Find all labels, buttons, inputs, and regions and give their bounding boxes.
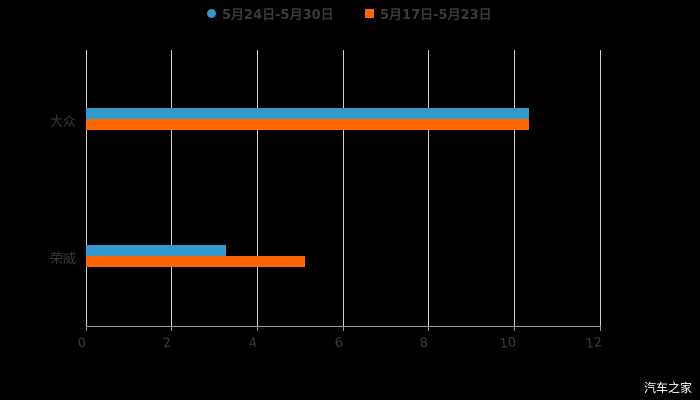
x-tick bbox=[428, 326, 429, 331]
gridline bbox=[600, 50, 601, 326]
watermark: 汽车之家 bbox=[643, 381, 692, 395]
gridline bbox=[514, 50, 515, 326]
x-tick bbox=[514, 326, 515, 331]
bar-dazhong-series2[interactable] bbox=[86, 119, 529, 130]
y-category-label: 大众 bbox=[49, 115, 76, 130]
gridline bbox=[257, 50, 258, 326]
legend-label: 5月24日-5月30日 bbox=[222, 8, 334, 23]
x-tick-label: 6 bbox=[333, 335, 345, 352]
y-category-label: 荣威 bbox=[49, 252, 76, 267]
gridline bbox=[86, 50, 87, 326]
x-tick-label: 2 bbox=[161, 335, 173, 352]
x-tick-label: 4 bbox=[247, 335, 259, 352]
legend-item-series2[interactable]: 5月17日-5月23日 bbox=[365, 4, 492, 23]
x-tick-label: 12 bbox=[584, 334, 604, 353]
x-tick bbox=[86, 326, 87, 331]
bar-rongwei-series2[interactable] bbox=[86, 256, 305, 267]
x-tick-label: 8 bbox=[418, 335, 430, 352]
legend-label: 5月17日-5月23日 bbox=[380, 8, 492, 23]
legend-dot-icon bbox=[207, 9, 216, 18]
x-tick-label: 0 bbox=[76, 335, 88, 352]
x-tick-label: 10 bbox=[498, 334, 518, 353]
gridline bbox=[428, 50, 429, 326]
x-tick bbox=[343, 326, 344, 331]
chart-legend: 5月24日-5月30日 5月17日-5月23日 bbox=[0, 4, 700, 24]
x-tick bbox=[600, 326, 601, 331]
x-tick bbox=[171, 326, 172, 331]
legend-item-series1[interactable]: 5月24日-5月30日 bbox=[207, 4, 334, 23]
gridline bbox=[343, 50, 344, 326]
x-tick bbox=[257, 326, 258, 331]
gridline bbox=[171, 50, 172, 326]
bar-dazhong-series1[interactable] bbox=[86, 108, 529, 119]
bar-rongwei-series1[interactable] bbox=[86, 245, 226, 256]
legend-square-icon bbox=[365, 9, 374, 18]
